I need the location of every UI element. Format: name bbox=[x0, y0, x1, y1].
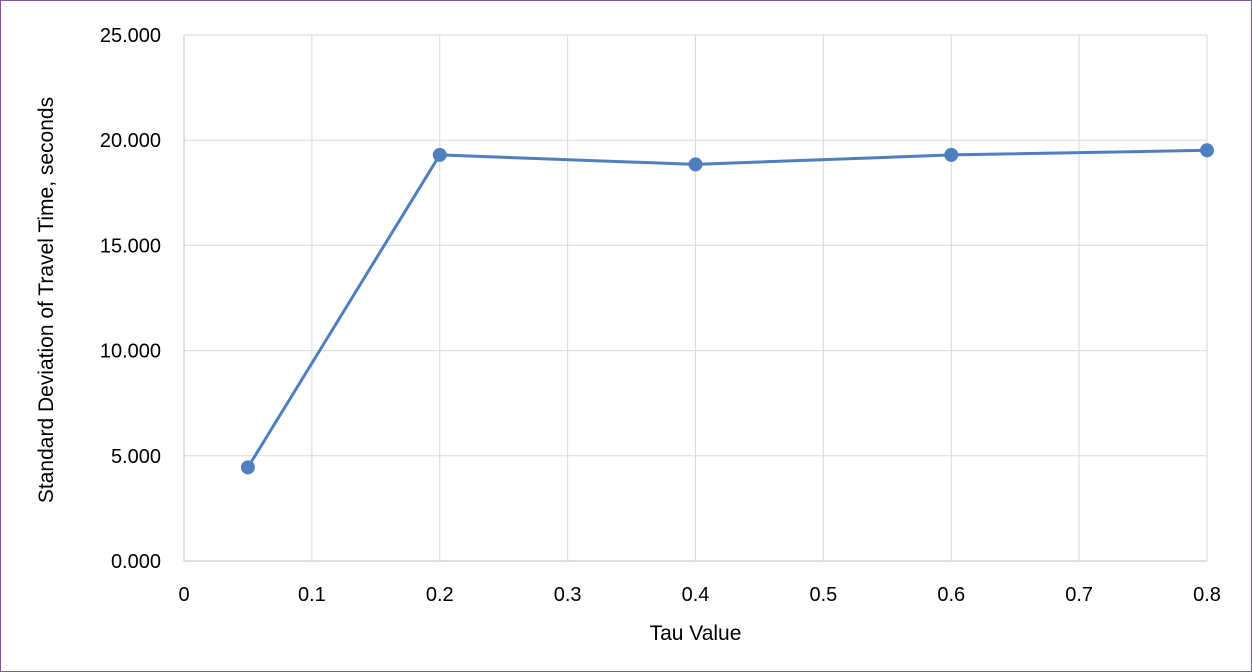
y-tick-label: 25.000 bbox=[100, 25, 161, 47]
x-tick-label: 0.8 bbox=[1193, 584, 1221, 606]
y-tick-label: 15.000 bbox=[100, 235, 161, 257]
x-tick-label: 0.4 bbox=[682, 584, 710, 606]
series-group bbox=[240, 143, 1214, 475]
data-point bbox=[944, 147, 959, 162]
y-tick-label: 5.000 bbox=[111, 446, 161, 468]
x-tick-label: 0 bbox=[178, 584, 189, 606]
data-point bbox=[240, 460, 255, 475]
x-axis-title: Tau Value bbox=[650, 622, 742, 645]
y-tick-label: 20.000 bbox=[100, 130, 161, 152]
x-tick-label: 0.7 bbox=[1065, 584, 1093, 606]
data-point bbox=[432, 147, 447, 162]
data-point bbox=[1200, 143, 1214, 158]
series-line bbox=[246, 148, 1208, 469]
x-tick-label: 0.3 bbox=[554, 584, 582, 606]
gridlines bbox=[184, 34, 1208, 561]
y-tick-label: 10.000 bbox=[100, 341, 161, 363]
x-tick-labels: 0 0.1 0.2 0.3 0.4 0.5 0.6 0.7 0.8 bbox=[178, 584, 1220, 606]
x-tick-label: 0.6 bbox=[937, 584, 965, 606]
data-point bbox=[688, 157, 703, 172]
x-tick-label: 0.5 bbox=[809, 584, 837, 606]
y-tick-labels: 0.000 5.000 10.000 15.000 20.000 25.000 bbox=[100, 25, 161, 573]
y-axis-title: Standard Deviation of Travel Time, secon… bbox=[35, 97, 58, 503]
x-tick-label: 0.1 bbox=[298, 584, 326, 606]
x-tick-label: 0.2 bbox=[426, 584, 454, 606]
axes bbox=[183, 35, 1207, 562]
y-tick-label: 0.000 bbox=[111, 551, 161, 573]
